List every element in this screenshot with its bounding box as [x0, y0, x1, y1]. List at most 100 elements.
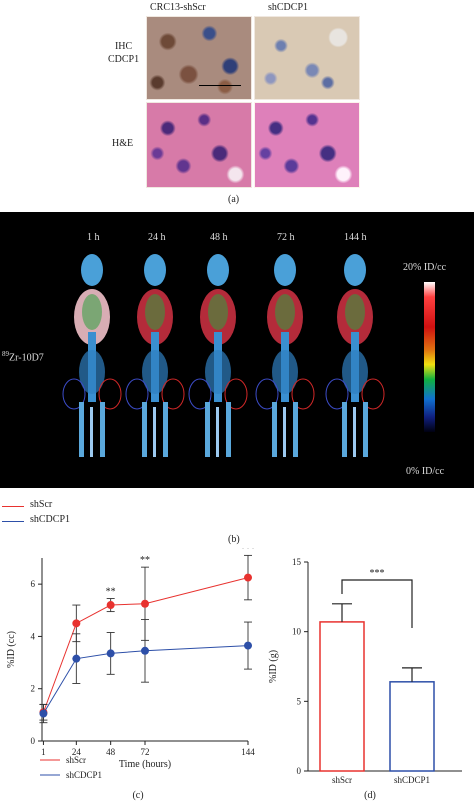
- mouse-leg-left: [205, 402, 210, 457]
- data-point-shScr: [106, 601, 115, 610]
- series-line-shScr: [42, 577, 249, 713]
- legend-line-shcdcp1: [2, 521, 24, 522]
- row-label-ihc: IHC CDCP1: [108, 41, 140, 65]
- pet-panel: 1 h 24 h 48 h 72 h 144 h 89Zr-10D7 20% I…: [0, 212, 474, 488]
- mouse-abdomen: [205, 350, 231, 394]
- mouse-tail: [153, 407, 156, 457]
- panel-letter-c: (c): [132, 790, 143, 801]
- legend-line-shscr: [2, 506, 24, 507]
- mouse-liver: [82, 294, 102, 330]
- mouse-abdomen: [142, 350, 168, 394]
- x-tick-label: 24: [72, 747, 82, 757]
- x-tick-label: shScr: [332, 775, 352, 785]
- mouse-tail: [353, 407, 356, 457]
- mouse-head: [81, 254, 103, 286]
- x-axis-label: Time (hours): [119, 759, 171, 770]
- legend-label: shCDCP1: [66, 770, 102, 780]
- mouse-tail: [283, 407, 286, 457]
- mouse-abdomen: [342, 350, 368, 394]
- tumor-roi-shcdcp1: [188, 378, 212, 410]
- mouse-liver: [208, 294, 228, 330]
- y-tick-label: 0: [297, 766, 302, 776]
- mouse-leg-right: [226, 402, 231, 457]
- mouse-head: [344, 254, 366, 286]
- significance-marker: **: [106, 587, 116, 598]
- mouse-head: [144, 254, 166, 286]
- timepoint-label-4: 72 h: [277, 232, 295, 243]
- x-tick-label: 48: [106, 747, 116, 757]
- pet-mouse-3: [188, 254, 248, 457]
- y-tick-label: 6: [31, 579, 36, 589]
- tumor-roi-shcdcp1: [325, 378, 349, 410]
- mouse-head: [274, 254, 296, 286]
- data-point-shCDCP1: [106, 649, 115, 658]
- mouse-abdomen: [79, 350, 105, 394]
- tumor-roi-shscr: [224, 378, 248, 410]
- id-color-scale: [424, 282, 435, 432]
- bar-shScr: [319, 621, 365, 772]
- data-point-shCDCP1: [244, 641, 252, 650]
- data-point-shScr: [244, 573, 252, 582]
- panel-letter-a: (a): [228, 194, 240, 205]
- bar-shCDCP1: [389, 681, 435, 772]
- scale-top-label: 20% ID/cc: [403, 262, 447, 273]
- data-point-shCDCP1: [39, 709, 48, 718]
- mouse-leg-left: [79, 402, 84, 457]
- data-point-shScr: [141, 599, 149, 608]
- pet-mouse-2: [125, 254, 185, 457]
- pet-mice-images: [62, 254, 385, 457]
- x-tick-label: 144: [241, 747, 255, 757]
- significance-marker: ***: [370, 568, 385, 579]
- mouse-leg-left: [272, 402, 277, 457]
- data-point-shScr: [72, 619, 81, 628]
- scale-bar: [199, 85, 241, 86]
- scale-bottom-label: 0% ID/cc: [406, 466, 445, 477]
- mouse-liver: [345, 294, 365, 330]
- tumor-roi-shscr: [361, 378, 385, 410]
- pet-mouse-4: [255, 254, 315, 457]
- data-point-shCDCP1: [72, 654, 81, 663]
- mouse-tail: [216, 407, 219, 457]
- y-tick-label: 5: [297, 696, 302, 706]
- timepoint-label-3: 48 h: [210, 232, 228, 243]
- tracer-label: 89Zr-10D7: [2, 350, 44, 364]
- mouse-head: [207, 254, 229, 286]
- significance-marker: ***: [241, 548, 256, 554]
- mouse-leg-right: [363, 402, 368, 457]
- panel-letter-b: (b): [228, 534, 240, 545]
- mouse-leg-right: [163, 402, 168, 457]
- he-shscr-image: [146, 102, 252, 188]
- y-tick-label: 2: [31, 684, 36, 694]
- mouse-tail: [90, 407, 93, 457]
- ihc-shcdcp1-image: [254, 16, 360, 100]
- legend-label-shscr: shScr: [30, 499, 53, 510]
- timepoint-label-5: 144 h: [344, 232, 367, 243]
- tumor-roi-shcdcp1: [125, 378, 149, 410]
- pet-mouse-1: [62, 254, 122, 457]
- mouse-leg-left: [142, 402, 147, 457]
- pet-mouse-5: [325, 254, 385, 457]
- x-tick-label: 72: [141, 747, 150, 757]
- tumor-roi-shscr: [161, 378, 185, 410]
- legend-label: shScr: [66, 755, 86, 765]
- y-axis-label: %ID (cc): [6, 631, 17, 668]
- y-tick-label: 15: [292, 557, 302, 567]
- col-label-shscr: CRC13-shScr: [150, 2, 206, 13]
- timepoint-label-1: 1 h: [87, 232, 100, 243]
- panel-letter-d: (d): [364, 790, 376, 801]
- y-axis-label: %ID (g): [268, 650, 279, 683]
- mouse-liver: [275, 294, 295, 330]
- biodistribution-bar-chart: 0 5 10 15 %ID (g) shScr shCDCP1 *** (d): [268, 557, 462, 801]
- x-tick-label: 1: [41, 747, 46, 757]
- row-label-he: H&E: [112, 138, 134, 149]
- tumor-roi-shscr: [291, 378, 315, 410]
- y-tick-label: 4: [31, 631, 36, 641]
- mouse-abdomen: [272, 350, 298, 394]
- tumor-roi-shscr: [98, 378, 122, 410]
- mouse-leg-right: [100, 402, 105, 457]
- data-point-shCDCP1: [141, 646, 149, 655]
- significance-marker: **: [140, 555, 150, 566]
- timepoint-label-2: 24 h: [148, 232, 166, 243]
- x-tick-label: shCDCP1: [394, 775, 430, 785]
